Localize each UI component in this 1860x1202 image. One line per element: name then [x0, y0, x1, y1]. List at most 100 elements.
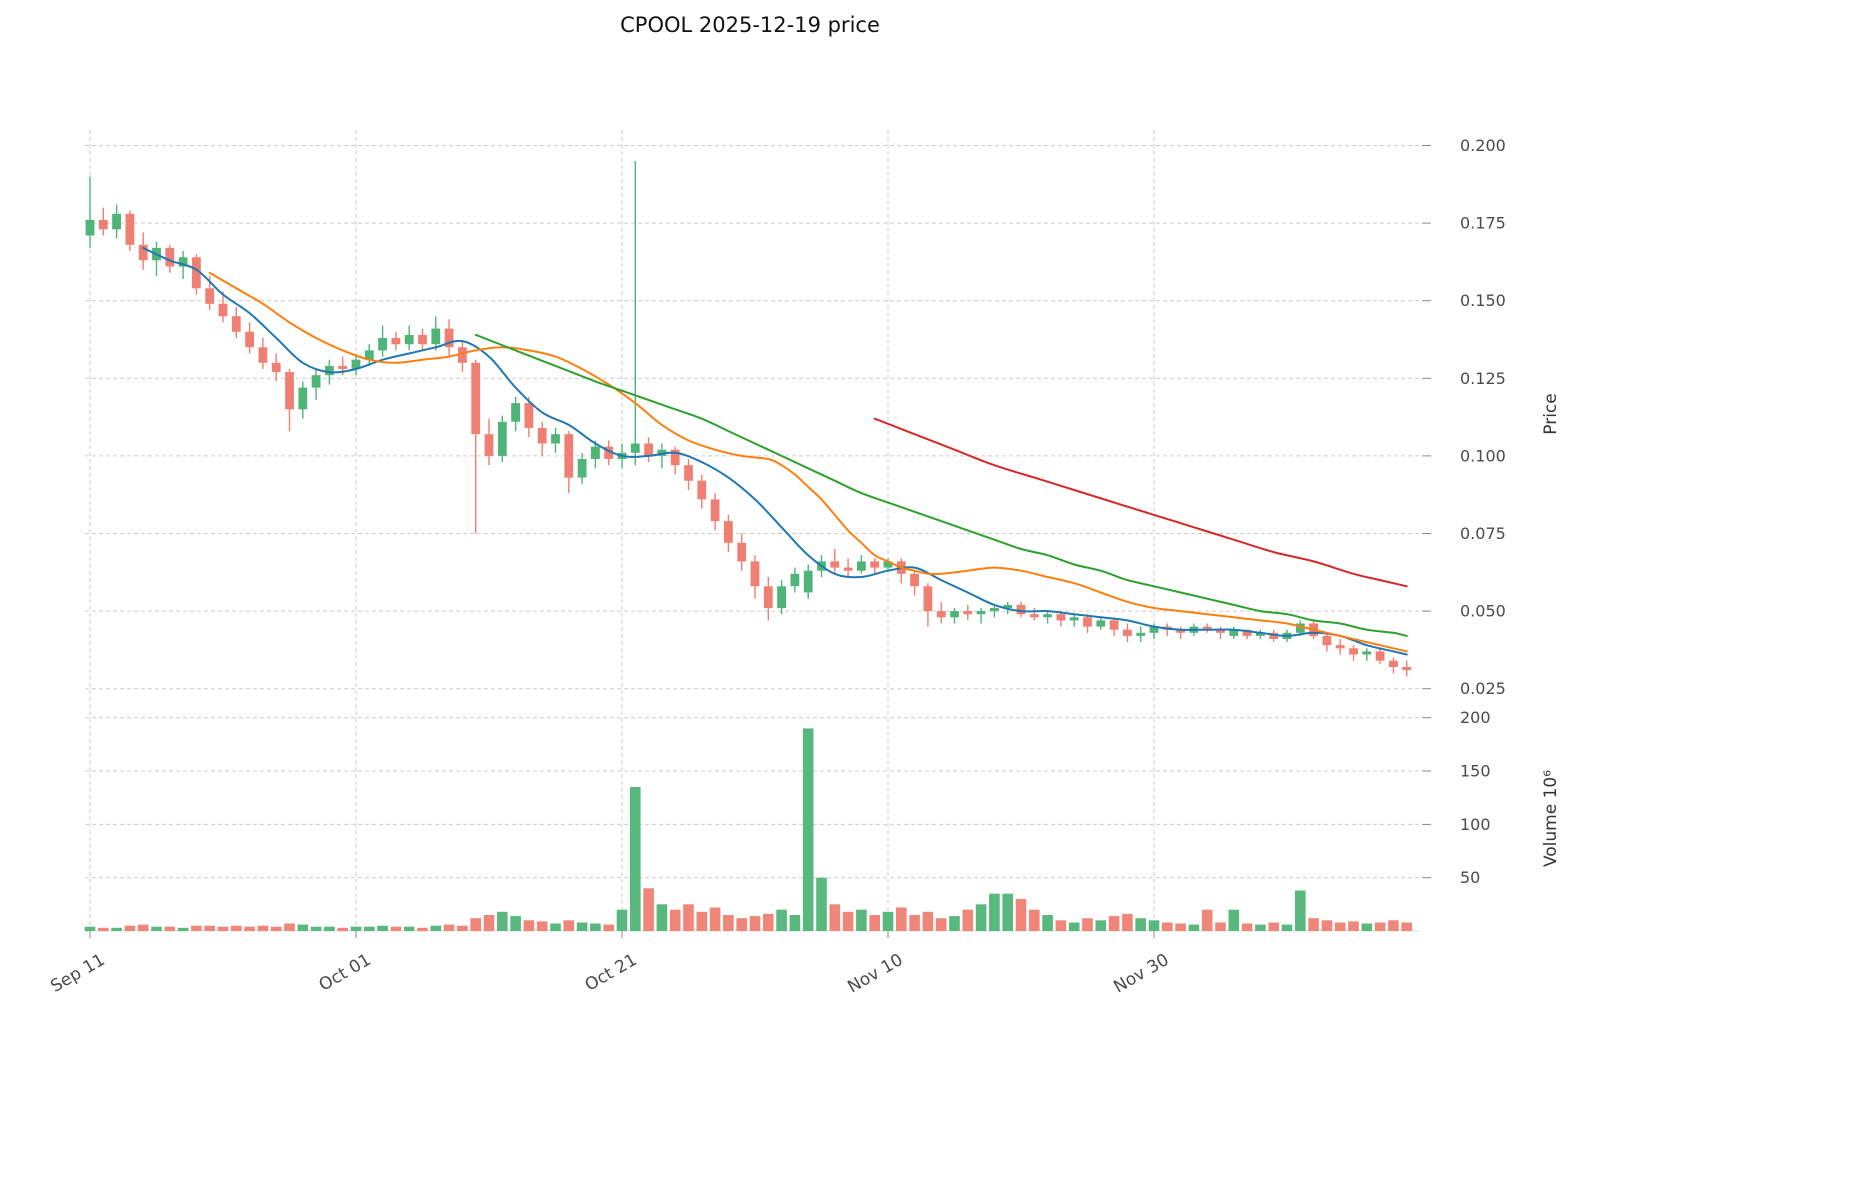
volume-bar: [523, 920, 535, 931]
candle-down: [763, 586, 773, 608]
volume-bar: [457, 925, 468, 931]
price-tick-label: 0.025: [1460, 679, 1506, 698]
volume-bar: [1108, 916, 1120, 931]
volume-bar: [1042, 915, 1053, 931]
candle-down: [271, 362, 281, 373]
volume-bar: [417, 927, 428, 931]
candle-up: [950, 611, 959, 618]
x-tick-label: Oct 01: [316, 950, 375, 996]
volume-bar: [1321, 920, 1333, 931]
candle-down: [750, 561, 760, 587]
candle-up: [1149, 626, 1159, 633]
volume-axis-title: Volume 10⁶: [1541, 770, 1561, 867]
candle-down: [1176, 629, 1185, 633]
candle-down: [1216, 629, 1225, 633]
candle-up: [803, 570, 813, 593]
volume-bar: [749, 916, 761, 931]
volume-bar: [669, 909, 681, 931]
candle-down: [125, 213, 135, 245]
volume-bar: [257, 925, 269, 931]
price-tick-label: 0.175: [1460, 214, 1506, 233]
candle-down: [870, 561, 880, 568]
candle-down: [1389, 660, 1398, 667]
volume-bar: [630, 787, 641, 931]
chart-title: CPOOL 2025-12-19 price: [620, 13, 880, 37]
candle-up: [1229, 629, 1239, 636]
volume-bar: [443, 924, 455, 931]
volume-bar: [1255, 924, 1266, 931]
volume-bar: [84, 926, 96, 931]
volume-bar: [151, 926, 162, 931]
price-tick-label: 0.050: [1460, 602, 1506, 621]
volume-bar: [736, 918, 747, 931]
volume-bar: [510, 916, 521, 931]
volume-bar: [683, 904, 694, 931]
candle-down: [1322, 635, 1332, 646]
volume-bar: [723, 915, 734, 931]
volume-bar: [111, 927, 122, 931]
candle-down: [1349, 648, 1358, 655]
candle-up: [551, 434, 560, 444]
volume-bar: [217, 926, 229, 931]
volume-bar: [310, 926, 322, 931]
volume-bar: [1295, 890, 1306, 931]
candle-down: [165, 247, 175, 267]
volume-bar: [935, 918, 947, 931]
volume-bar: [324, 926, 335, 931]
volume-bar: [856, 909, 867, 931]
volume-bar: [430, 925, 442, 931]
volume-bar: [1055, 920, 1067, 931]
candle-down: [245, 331, 254, 348]
candle-down: [285, 372, 294, 410]
ma-lines-layer: [142, 246, 1408, 656]
candle-down: [231, 316, 241, 332]
candle-up: [364, 350, 374, 360]
candle-up: [883, 561, 893, 568]
volume-bar: [763, 913, 774, 931]
volume-bar: [98, 927, 109, 931]
candle-down: [1123, 629, 1132, 636]
candle-up: [497, 421, 507, 456]
volume-bar: [297, 924, 309, 931]
volume-bar: [563, 920, 575, 931]
candle-up: [577, 459, 587, 478]
volume-bar: [816, 877, 827, 931]
candle-up: [591, 446, 600, 459]
volume-bar: [1122, 913, 1133, 931]
x-tick-label: Nov 30: [1110, 950, 1172, 997]
volume-bar: [1228, 909, 1240, 931]
volume-bar: [390, 926, 402, 931]
candle-down: [205, 288, 215, 304]
candle-up: [1069, 617, 1079, 621]
volume-bar: [949, 916, 960, 931]
candle-down: [537, 428, 547, 444]
volume-bar: [1361, 923, 1373, 931]
volume-bar: [909, 915, 920, 931]
volume-bar: [191, 925, 202, 931]
candle-up: [112, 213, 121, 230]
ma-line-ma-red: [873, 417, 1408, 588]
candle-down: [218, 303, 228, 317]
candle-down: [670, 449, 680, 466]
price-tick-label: 0.200: [1460, 136, 1506, 155]
volume-bar: [270, 926, 282, 931]
volume-bar: [204, 925, 215, 931]
volume-bar: [922, 911, 934, 931]
volume-bar: [483, 915, 495, 931]
candle-up: [857, 561, 866, 571]
volume-bar: [177, 927, 189, 931]
candle-down: [1375, 651, 1385, 661]
candle-up: [404, 334, 414, 345]
candle-up: [790, 573, 800, 587]
candle-up: [1096, 620, 1106, 627]
volume-bar: [1148, 920, 1160, 931]
volume-tick-label: 100: [1460, 815, 1491, 834]
ma-line-ma-green: [474, 333, 1408, 637]
volume-bar: [231, 925, 242, 931]
volume-tick-label: 200: [1460, 708, 1491, 727]
volume-bar: [975, 904, 987, 931]
volume-bar: [536, 921, 548, 931]
volume-bar: [1401, 922, 1412, 931]
volume-bar: [124, 925, 136, 931]
volume-bar: [802, 728, 814, 931]
